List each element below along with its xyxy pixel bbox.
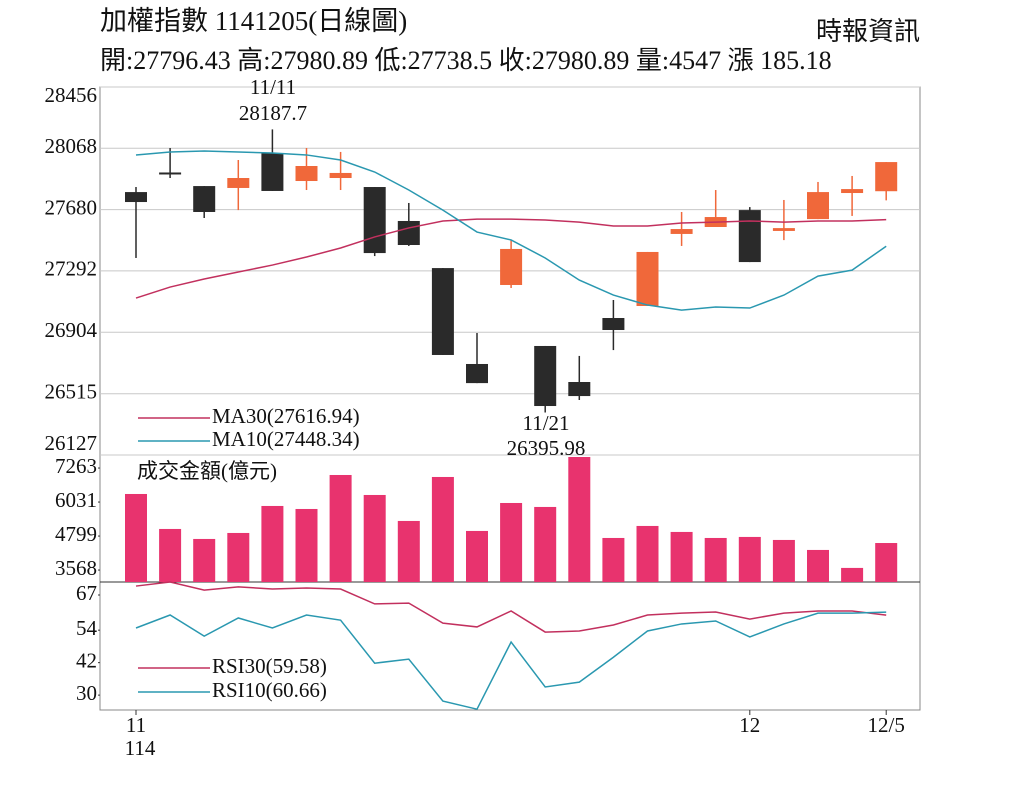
line-series (135, 611, 887, 711)
line-series (135, 150, 887, 311)
bar (704, 537, 727, 582)
bar (227, 532, 250, 582)
candle-body (534, 345, 557, 407)
y-tick-label: 6031 (55, 488, 97, 512)
y-tick-label: 28456 (45, 83, 98, 107)
y-tick-label: 30 (76, 681, 97, 705)
candle-body (397, 220, 420, 246)
bar (159, 528, 182, 582)
bar (261, 505, 284, 582)
bar (875, 543, 898, 582)
source: 時報資訊 (816, 17, 920, 46)
y-tick-label: 26515 (45, 380, 98, 404)
legend-label: RSI30(59.58) (212, 654, 327, 678)
bar (125, 493, 147, 582)
y-tick-label: 67 (76, 581, 97, 605)
candle-body (125, 192, 147, 203)
bar (807, 549, 829, 582)
price-summary: 開:27796.43 高:27980.89 低:27738.5 收:27980.… (100, 46, 832, 75)
line-series (135, 581, 887, 633)
candle-body (807, 192, 829, 220)
candle-body (772, 228, 795, 231)
candle-body (636, 251, 659, 306)
annotation: 11/11 (250, 75, 296, 99)
legend-label: MA30(27616.94) (212, 404, 360, 428)
y-tick-label: 42 (76, 648, 97, 672)
annotation: 28187.7 (239, 101, 307, 125)
candle-body (670, 229, 693, 234)
bar (602, 537, 625, 582)
candle-body (568, 382, 591, 397)
bar (397, 520, 420, 582)
panel-title: 成交金額(億元) (137, 459, 277, 483)
bar (431, 476, 454, 582)
annotation: 26395.98 (507, 436, 586, 460)
y-tick-label: 7263 (55, 454, 97, 478)
annotation: 11/21 (522, 411, 569, 435)
y-tick-label: 26904 (45, 318, 98, 342)
candle-body (875, 162, 898, 192)
bar (466, 530, 488, 582)
candle-body (193, 186, 216, 212)
line-series (135, 218, 887, 299)
candle-body (500, 248, 523, 285)
candle-body (431, 268, 454, 355)
y-tick-label: 4799 (55, 522, 97, 546)
bar (670, 531, 693, 582)
x-year-label: 114 (125, 736, 156, 760)
bar (363, 494, 386, 582)
y-tick-label: 28068 (45, 134, 98, 158)
candle-body (159, 172, 182, 175)
bar (772, 539, 795, 582)
candle-body (329, 172, 352, 179)
candle-body (602, 318, 625, 331)
x-tick-label: 12/5 (868, 713, 905, 737)
candle-body (363, 187, 386, 254)
bar (841, 567, 864, 582)
candle-body (738, 210, 761, 263)
bar (329, 474, 352, 582)
chart-title: 加權指數 1141205(日線圖) (100, 6, 407, 36)
bar (193, 538, 216, 582)
legend-label: MA10(27448.34) (212, 427, 360, 451)
bar (500, 502, 523, 582)
bar (738, 536, 761, 582)
y-tick-label: 27680 (45, 195, 98, 219)
candle-body (295, 166, 318, 182)
bar (568, 456, 591, 582)
frame (99, 86, 921, 711)
y-tick-label: 54 (76, 616, 98, 640)
candle-body (841, 189, 864, 194)
x-tick-label: 11 (126, 713, 146, 737)
bar (636, 525, 659, 582)
bar (295, 508, 318, 582)
legend-label: RSI10(60.66) (212, 678, 327, 702)
candle-body (261, 153, 284, 191)
y-tick-label: 27292 (45, 257, 98, 281)
y-tick-label: 3568 (55, 556, 97, 580)
bar (534, 506, 557, 582)
y-tick-label: 26127 (45, 431, 98, 455)
candle-body (227, 178, 250, 188)
candle-body (466, 363, 488, 384)
x-tick-label: 12 (739, 713, 760, 737)
